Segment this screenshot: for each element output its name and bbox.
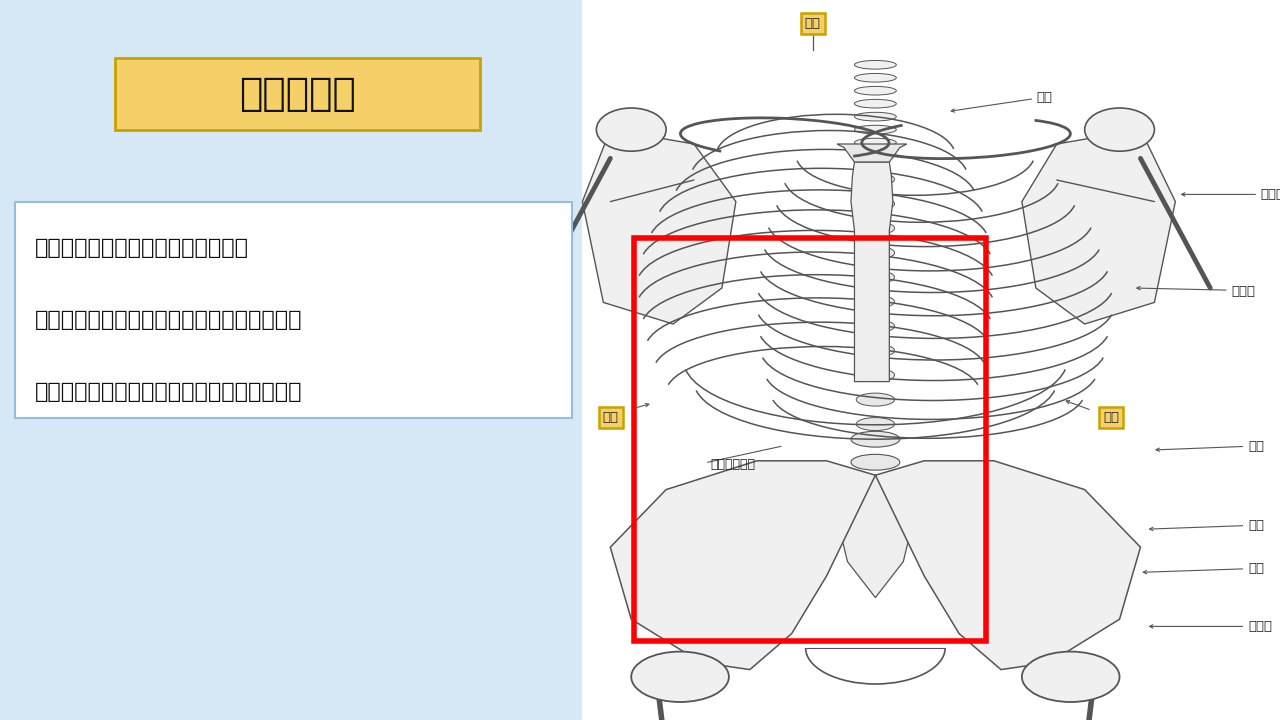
Ellipse shape [855,125,896,134]
Text: 胸郭の構造: 胸郭の構造 [239,75,356,112]
Ellipse shape [856,246,895,259]
Polygon shape [851,162,893,382]
Ellipse shape [856,271,895,284]
Ellipse shape [596,108,666,151]
Text: ・赤い枠のあたりを胸郭といいます: ・赤い枠のあたりを胸郭といいます [35,238,248,258]
Ellipse shape [856,173,895,186]
Polygon shape [611,461,876,670]
Ellipse shape [851,500,900,516]
Text: ・胸骨、肋骨、脊柱などで構成されています: ・胸骨、肋骨、脊柱などで構成されています [35,310,302,330]
Ellipse shape [855,138,896,147]
Bar [582,0,1280,720]
Text: 肋骨: 肋骨 [1103,411,1119,424]
Text: ・この中には心臓や肺などの臓器があります: ・この中には心臓や肺などの臓器があります [35,382,302,402]
Polygon shape [837,144,906,162]
Ellipse shape [851,523,900,539]
Ellipse shape [855,73,896,82]
Text: 鎖骨: 鎖骨 [1037,91,1053,104]
Ellipse shape [856,197,895,210]
Ellipse shape [856,418,895,431]
Text: 脊柱: 脊柱 [805,17,820,30]
Text: 胸骨: 胸骨 [603,411,618,424]
Text: 仙骨: 仙骨 [1248,562,1265,575]
Text: 第１－５腰椎: 第１－５腰椎 [710,458,755,471]
Ellipse shape [851,477,900,493]
Text: 寛骨: 寛骨 [1248,519,1265,532]
Polygon shape [582,130,736,324]
Polygon shape [827,475,924,598]
Ellipse shape [856,222,895,235]
Ellipse shape [855,112,896,121]
Ellipse shape [856,344,895,357]
Ellipse shape [856,320,895,333]
Ellipse shape [855,99,896,108]
Text: 上腕骨: 上腕骨 [1261,188,1280,201]
Ellipse shape [856,148,895,161]
Polygon shape [876,461,1140,670]
Text: 肩甲骨: 肩甲骨 [1231,285,1256,298]
Bar [634,238,986,641]
Bar [15,202,572,418]
Ellipse shape [851,454,900,470]
Ellipse shape [1021,652,1120,702]
Text: 胸郭: 胸郭 [1248,440,1265,453]
Ellipse shape [631,652,728,702]
Ellipse shape [1084,108,1155,151]
Polygon shape [1021,130,1175,324]
Ellipse shape [855,60,896,69]
Ellipse shape [856,369,895,382]
Text: 大腿骨: 大腿骨 [1248,620,1272,633]
Ellipse shape [856,295,895,308]
Ellipse shape [856,393,895,406]
Ellipse shape [855,86,896,95]
Bar [115,58,480,130]
Ellipse shape [851,431,900,447]
